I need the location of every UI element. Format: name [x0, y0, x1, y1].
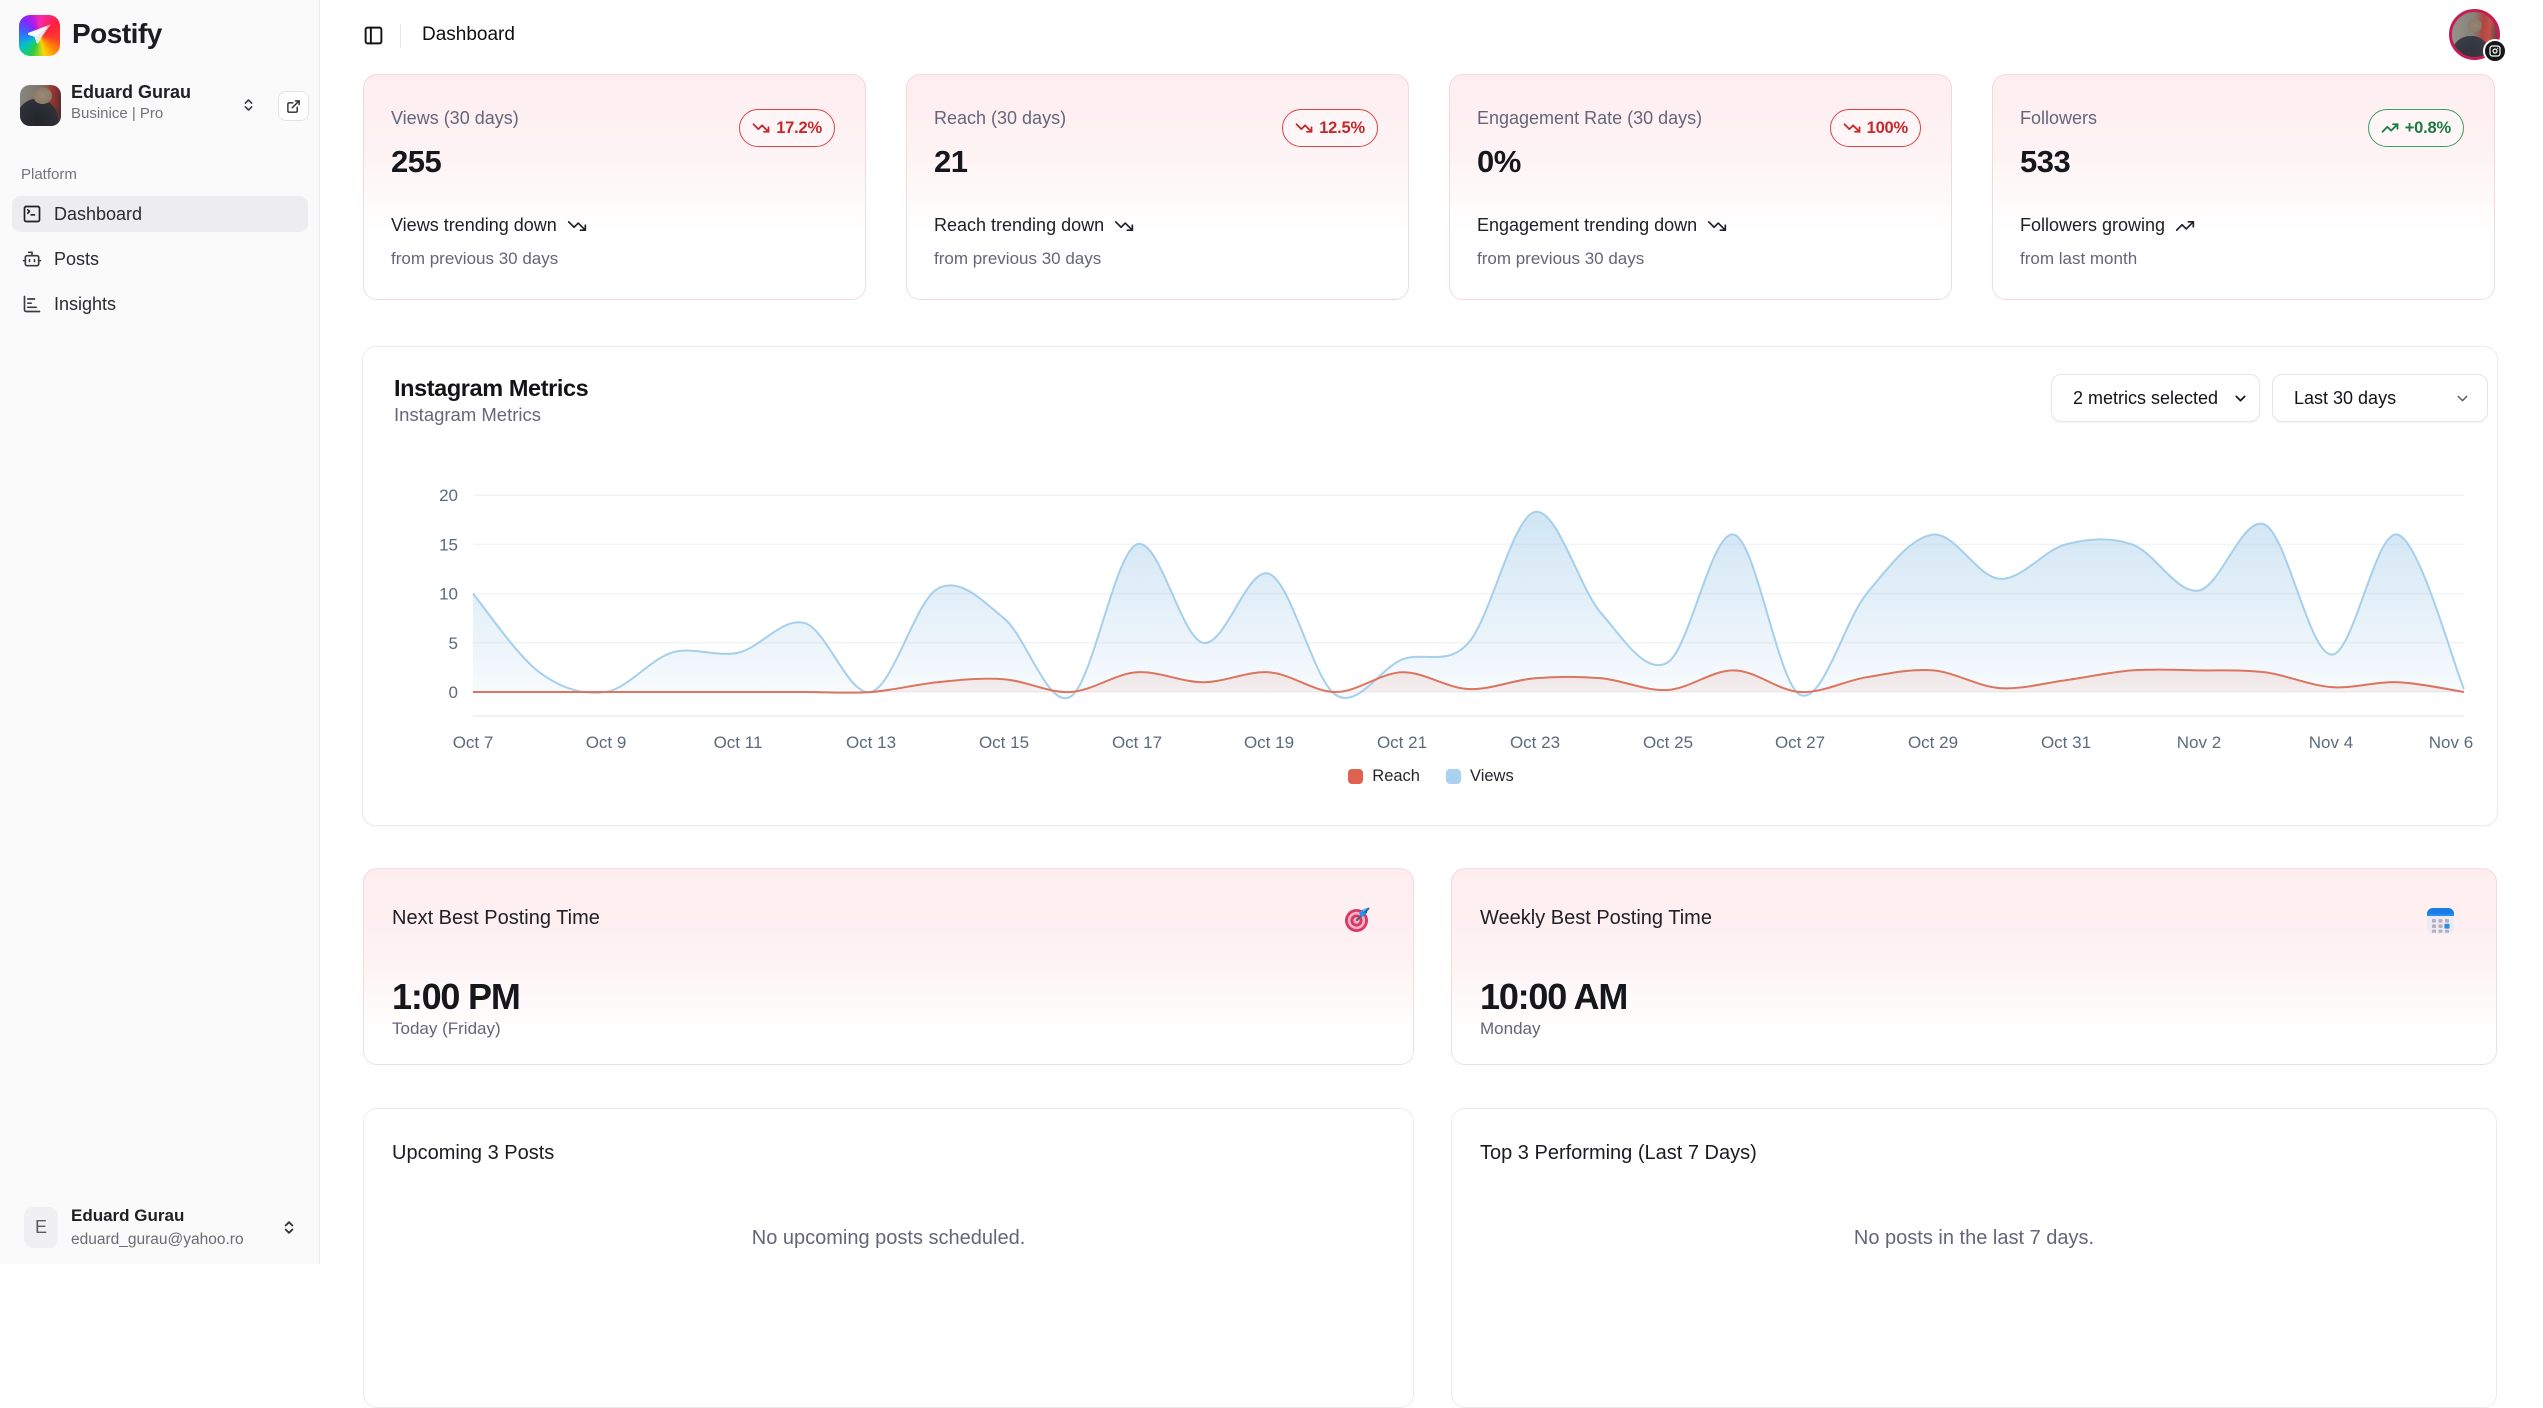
svg-text:15: 15: [439, 535, 458, 554]
svg-text:Oct 31: Oct 31: [2041, 733, 2091, 752]
svg-text:Oct 25: Oct 25: [1643, 733, 1693, 752]
svg-text:0: 0: [449, 683, 458, 702]
svg-text:Oct 27: Oct 27: [1775, 733, 1825, 752]
svg-text:Oct 21: Oct 21: [1377, 733, 1427, 752]
svg-text:Oct 11: Oct 11: [714, 733, 763, 752]
svg-text:Oct 9: Oct 9: [586, 733, 627, 752]
svg-text:20: 20: [439, 486, 458, 505]
svg-text:Nov 6: Nov 6: [2429, 733, 2473, 752]
svg-text:Oct 13: Oct 13: [846, 733, 896, 752]
svg-text:5: 5: [449, 634, 458, 653]
svg-text:Nov 2: Nov 2: [2177, 733, 2221, 752]
svg-text:Oct 23: Oct 23: [1510, 733, 1560, 752]
svg-text:Oct 19: Oct 19: [1244, 733, 1294, 752]
svg-text:Oct 7: Oct 7: [453, 733, 494, 752]
svg-text:10: 10: [439, 585, 458, 604]
svg-text:Nov 4: Nov 4: [2309, 733, 2353, 752]
svg-text:Oct 17: Oct 17: [1112, 733, 1162, 752]
svg-text:Oct 29: Oct 29: [1908, 733, 1958, 752]
svg-text:Oct 15: Oct 15: [979, 733, 1029, 752]
